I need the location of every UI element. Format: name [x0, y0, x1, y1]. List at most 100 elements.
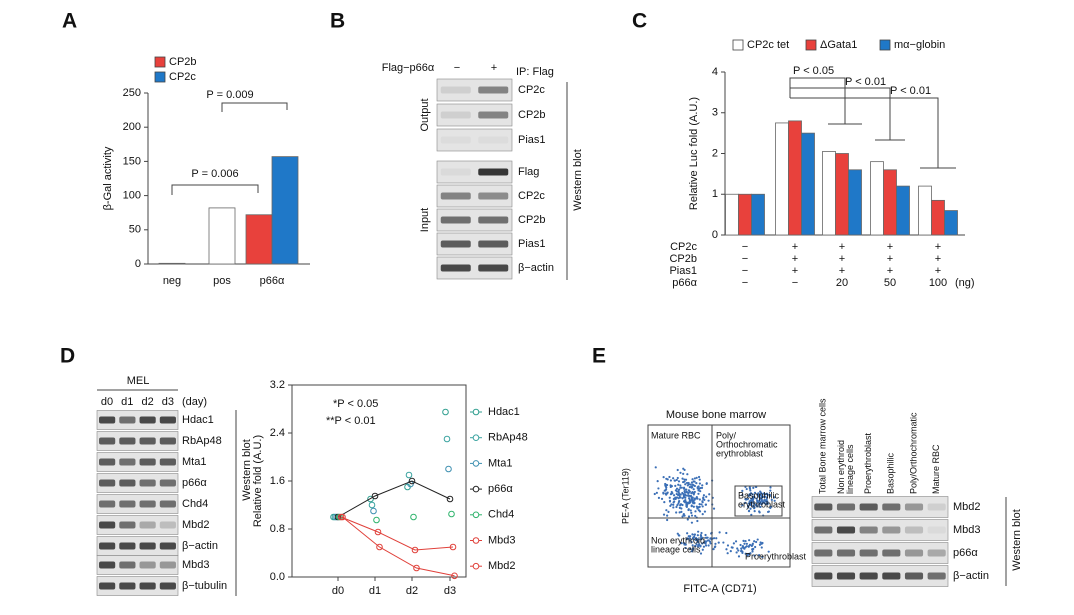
flow-event [750, 501, 753, 504]
bar [788, 120, 802, 236]
flow-event [685, 505, 688, 508]
blot-band [99, 458, 116, 466]
blot-band [119, 521, 136, 529]
flow-event [768, 494, 771, 498]
blot-strip [96, 452, 179, 472]
flow-event [693, 484, 696, 488]
blot-band [904, 526, 924, 534]
legend-marker [472, 562, 480, 570]
flow-event [684, 543, 687, 546]
flow-event [670, 490, 673, 494]
flow-event [743, 542, 746, 545]
flow-event [745, 542, 748, 545]
gate-label: erythroblast [738, 499, 786, 509]
lane-label: d1 [121, 396, 133, 408]
flow-event [701, 548, 704, 551]
legend-label: CP2b [169, 56, 197, 68]
flow-event [741, 504, 744, 507]
flow-event [701, 542, 704, 545]
data-point [451, 572, 458, 580]
flow-event [704, 540, 708, 543]
flow-event [668, 500, 672, 503]
flow-event [693, 480, 696, 483]
bar [245, 214, 273, 265]
blot-strip [96, 473, 179, 493]
bar [751, 193, 765, 236]
flow-event [674, 484, 677, 487]
data-point [405, 471, 413, 479]
condition-label: Pias1 [669, 265, 697, 277]
blot-band [814, 572, 833, 580]
blot-strip [436, 103, 513, 127]
ip-label: IP: Flag [516, 66, 554, 78]
flow-event [750, 544, 753, 547]
blot-row-label: p66α [953, 547, 978, 559]
flow-event [705, 544, 708, 547]
y-tick-label: 1 [712, 188, 718, 200]
flow-event [665, 509, 668, 512]
flow-event [660, 497, 664, 501]
flow-event [735, 551, 738, 554]
blot-strip [96, 515, 179, 535]
flow-event [677, 480, 681, 483]
bar [208, 207, 236, 265]
flow-event [705, 495, 708, 498]
flow-event [773, 496, 776, 499]
condition-cell: + [792, 241, 798, 253]
flow-event [701, 513, 704, 516]
flow-event [765, 496, 769, 499]
blot-row-label: β−actin [953, 570, 989, 582]
condition-cell: 100 [929, 277, 947, 289]
blot-band [139, 458, 156, 466]
flow-event [759, 490, 762, 493]
lane-label: Non erythroid [836, 440, 846, 494]
flow-event [662, 492, 665, 495]
flow-event [691, 483, 694, 486]
flow-event [756, 501, 760, 504]
flow-event [657, 487, 660, 490]
flow-event [756, 538, 759, 541]
flow-event [758, 543, 762, 546]
flow-event [685, 488, 688, 491]
flow-event [765, 492, 769, 495]
blot-band [99, 437, 116, 445]
flow-event [687, 489, 690, 492]
flow-event [742, 546, 746, 550]
flow-event [718, 531, 721, 534]
significance-bracket [789, 77, 846, 124]
legend-label: mα−globin [894, 39, 945, 51]
annotation: **P < 0.01 [326, 415, 376, 427]
gate-label: lineage cells [651, 544, 701, 554]
flow-event [670, 503, 673, 506]
flow-event [691, 544, 694, 547]
flow-event [696, 534, 699, 537]
flow-event [679, 471, 682, 474]
flow-event [675, 478, 678, 482]
legend-label: Chd4 [488, 509, 514, 521]
flow-event [702, 496, 705, 499]
flow-event [687, 508, 690, 512]
flow-event [770, 498, 773, 501]
flow-event [675, 487, 679, 490]
flow-event [753, 509, 756, 513]
flow-event [662, 513, 666, 516]
flow-event [665, 486, 668, 489]
blot-band [440, 136, 471, 144]
flow-event [654, 466, 657, 469]
flow-event [751, 542, 754, 545]
bar [158, 262, 186, 265]
legend-swatch [154, 56, 166, 68]
flow-event [672, 477, 675, 480]
flow-event [697, 489, 700, 492]
flow-event [725, 531, 728, 535]
condition-cell: − [742, 277, 748, 289]
flow-event [741, 493, 744, 497]
flow-event [748, 543, 752, 546]
flow-event [701, 505, 704, 508]
section-label: Output [419, 98, 431, 131]
blot-band [836, 572, 856, 580]
y-tick-label: 1.6 [270, 475, 285, 487]
flow-event [676, 468, 679, 472]
bar [931, 199, 945, 236]
blot-band [859, 526, 878, 534]
